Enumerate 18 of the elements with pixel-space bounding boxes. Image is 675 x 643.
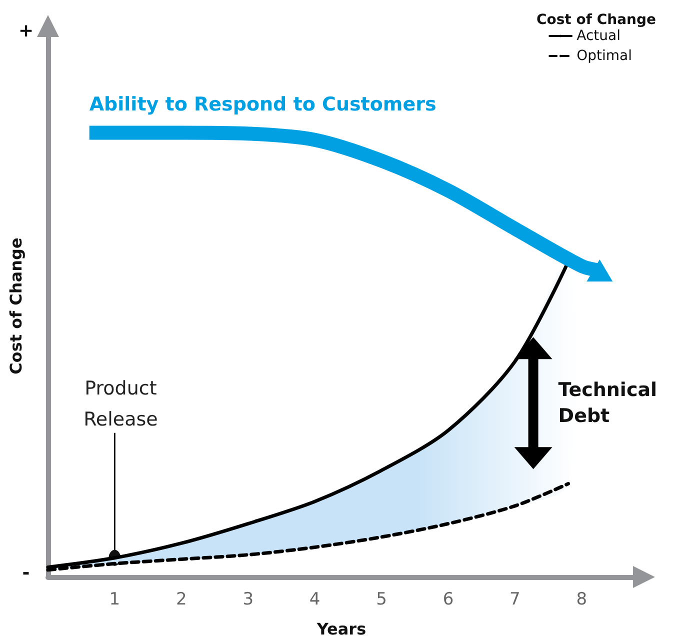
x-tick-label: 7 bbox=[510, 590, 520, 610]
text: + bbox=[18, 20, 34, 42]
x-tick-label: 8 bbox=[576, 590, 588, 610]
annotation: Technical Debt bbox=[558, 379, 658, 428]
x-axis-title: Years bbox=[316, 620, 366, 638]
x-tick-label: 4 bbox=[309, 590, 320, 610]
text: - bbox=[22, 562, 30, 584]
annotation: Product Release bbox=[84, 377, 158, 430]
legend-title: Cost of Change bbox=[536, 12, 656, 28]
x-tick-label: 1 bbox=[109, 590, 120, 610]
legend-label: Optimal bbox=[576, 48, 632, 64]
x-tick-label: 2 bbox=[176, 590, 187, 610]
x-tick-label: 6 bbox=[442, 590, 454, 610]
x-tick-label: 5 bbox=[376, 590, 387, 610]
series-label: Ability to Respond to Customers bbox=[89, 94, 436, 116]
x-tick-label: 3 bbox=[242, 590, 254, 610]
y-axis-title: Cost of Change bbox=[6, 238, 26, 374]
legend-label: Actual bbox=[576, 28, 620, 44]
